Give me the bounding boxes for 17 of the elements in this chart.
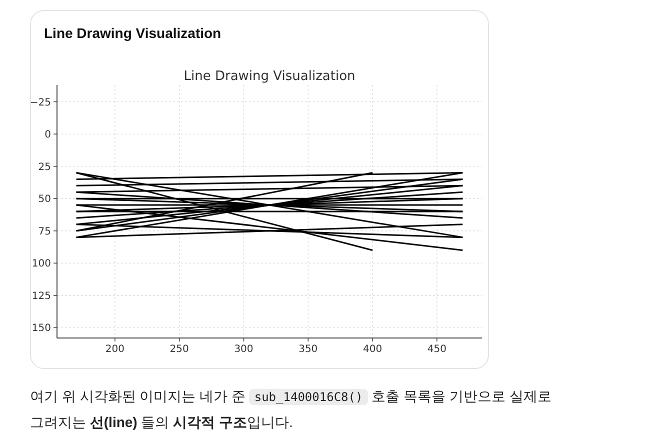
x-tick-label: 250 [170, 344, 189, 355]
chart-title: Line Drawing Visualization [44, 25, 222, 41]
y-tick-label: 150 [32, 323, 51, 334]
x-tick-label: 350 [298, 344, 318, 355]
x-tick-label: 400 [362, 344, 382, 355]
x-tick-label: 300 [234, 344, 254, 355]
y-tick-label: 25 [38, 162, 51, 173]
text: 여기 위 시각화된 이미지는 네가 준 sub_1400016C8() 호출 목록을 기반으로 실제로 그려지는 선(line) 들의 시각적 구조입니다. [30, 388, 552, 430]
y-tick-label: 50 [38, 194, 51, 206]
y-tick-label: −25 [30, 97, 51, 108]
chart-subtitle: Line Drawing Visualization [184, 69, 356, 84]
x-tick-label: 450 [427, 344, 446, 355]
y-tick-label: 0 [44, 130, 51, 141]
y-tick-label: 100 [32, 258, 51, 270]
y-tick-label: 125 [32, 290, 51, 302]
x-tick-label: 200 [105, 344, 124, 355]
y-tick-label: 75 [38, 226, 51, 238]
